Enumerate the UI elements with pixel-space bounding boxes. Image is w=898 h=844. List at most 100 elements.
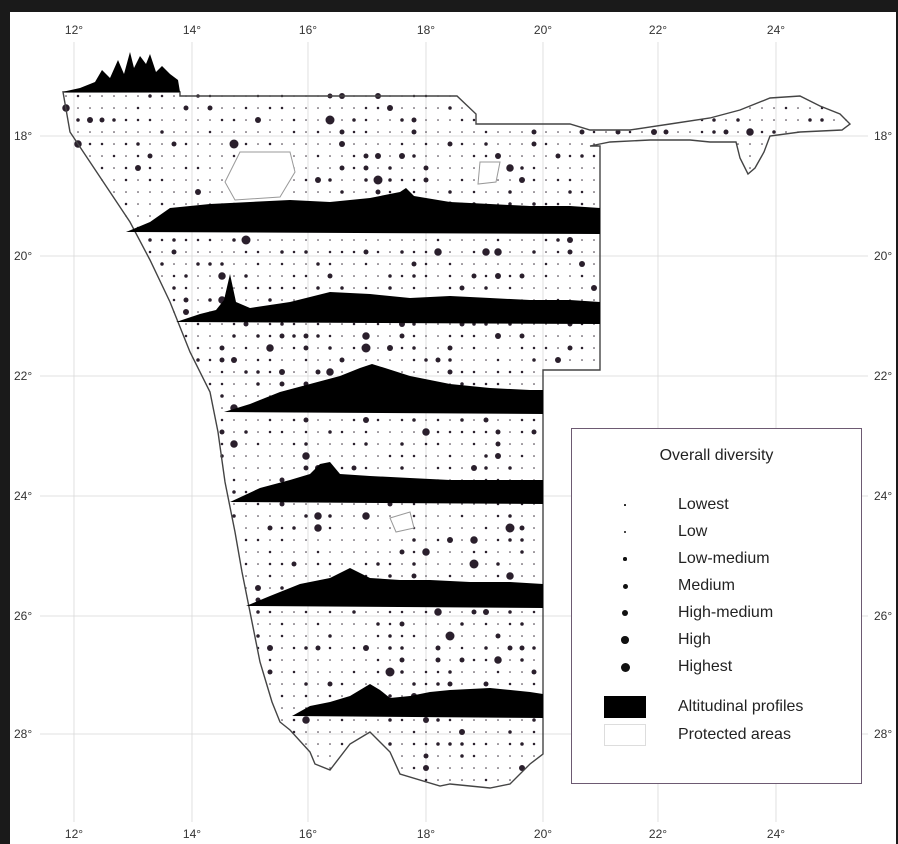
diversity-dot — [341, 239, 343, 241]
diversity-dot — [737, 143, 739, 145]
diversity-dot — [448, 262, 452, 266]
legend-altitudinal-label: Altitudinal profiles — [678, 698, 804, 715]
diversity-dot — [389, 263, 391, 265]
diversity-dot — [497, 779, 499, 781]
diversity-dot — [232, 118, 236, 122]
diversity-dot — [425, 467, 427, 469]
diversity-dot — [508, 466, 512, 470]
diversity-dot — [220, 262, 224, 266]
diversity-dot — [521, 287, 523, 289]
diversity-dot — [508, 286, 512, 290]
diversity-dot — [363, 165, 369, 171]
diversity-dot — [209, 275, 211, 277]
diversity-dot — [580, 274, 584, 278]
diversity-dot — [533, 335, 535, 337]
diversity-dot — [485, 563, 487, 565]
diversity-dot — [497, 191, 499, 193]
diversity-dot — [233, 467, 235, 469]
diversity-dot — [531, 141, 537, 147]
diversity-dot — [424, 778, 428, 782]
diversity-dot — [209, 167, 211, 169]
diversity-dot — [399, 621, 405, 627]
diversity-dot — [339, 141, 345, 147]
diversity-dot — [461, 671, 463, 673]
diversity-dot — [389, 131, 391, 133]
diversity-dot — [256, 382, 260, 386]
diversity-dot — [497, 143, 499, 145]
diversity-dot — [461, 779, 463, 781]
diversity-dot — [497, 527, 499, 529]
diversity-dot — [401, 503, 403, 505]
diversity-dot — [461, 455, 463, 457]
diversity-dot — [341, 659, 343, 661]
diversity-dot — [484, 646, 488, 650]
diversity-dot — [447, 345, 453, 351]
diversity-dot — [424, 262, 428, 266]
diversity-dot — [448, 574, 452, 578]
diversity-dot — [268, 286, 272, 290]
diversity-dot — [424, 274, 428, 278]
diversity-dot — [281, 143, 283, 145]
diversity-dot — [377, 275, 379, 277]
diversity-dot — [293, 191, 295, 193]
diversity-dot — [341, 731, 343, 733]
lat-tick-right: 20° — [874, 249, 892, 263]
diversity-dot — [293, 179, 295, 181]
diversity-dot — [496, 238, 500, 242]
diversity-dot — [281, 347, 283, 349]
diversity-dot — [136, 142, 140, 146]
diversity-dot — [388, 646, 392, 650]
diversity-dot — [581, 167, 583, 169]
diversity-dot — [592, 154, 596, 158]
lon-tick-bottom: 22° — [649, 827, 667, 841]
diversity-dot — [521, 467, 523, 469]
diversity-dot — [76, 94, 80, 98]
diversity-dot — [485, 539, 487, 541]
diversity-dot — [399, 549, 405, 555]
diversity-dot — [329, 419, 331, 421]
lat-tick-right: 26° — [874, 609, 892, 623]
diversity-dot — [377, 347, 379, 349]
diversity-dot — [327, 273, 333, 279]
diversity-dot — [89, 107, 91, 109]
diversity-dot — [533, 659, 535, 661]
diversity-dot — [484, 286, 488, 290]
diversity-dot — [509, 419, 511, 421]
diversity-dot — [197, 131, 199, 133]
lon-tick-top: 12° — [65, 23, 83, 37]
diversity-dot — [364, 430, 368, 434]
legend-level-label: Highest — [678, 658, 733, 675]
diversity-dot — [413, 755, 415, 757]
diversity-dot — [448, 430, 452, 434]
diversity-dot — [448, 190, 452, 194]
diversity-dot — [400, 250, 404, 254]
diversity-dot — [412, 742, 416, 746]
diversity-dot — [389, 155, 391, 157]
lon-tick-top: 18° — [417, 23, 435, 37]
diversity-dot — [352, 346, 356, 350]
diversity-dot — [281, 683, 283, 685]
diversity-dot — [557, 167, 559, 169]
diversity-dot — [280, 562, 284, 566]
diversity-dot — [329, 131, 331, 133]
diversity-dot — [353, 179, 355, 181]
diversity-dot — [485, 443, 487, 445]
diversity-dot — [437, 551, 439, 553]
diversity-dot — [136, 106, 140, 110]
diversity-dot — [365, 323, 367, 325]
lat-tick-right: 28° — [874, 727, 892, 741]
diversity-dot — [749, 107, 751, 109]
diversity-dot — [437, 155, 439, 157]
diversity-dot — [484, 130, 488, 134]
diversity-dot — [353, 431, 355, 433]
diversity-dot — [484, 550, 488, 554]
diversity-dot — [401, 263, 403, 265]
diversity-dot — [401, 563, 403, 565]
diversity-dot — [362, 332, 370, 340]
legend-level-label: High — [678, 631, 711, 648]
legend: Overall diversity Lowest Low Low-medium Med… — [571, 428, 862, 784]
diversity-dot — [365, 191, 367, 193]
diversity-dot — [363, 153, 369, 159]
diversity-dot — [484, 658, 488, 662]
diversity-dot — [364, 106, 368, 110]
